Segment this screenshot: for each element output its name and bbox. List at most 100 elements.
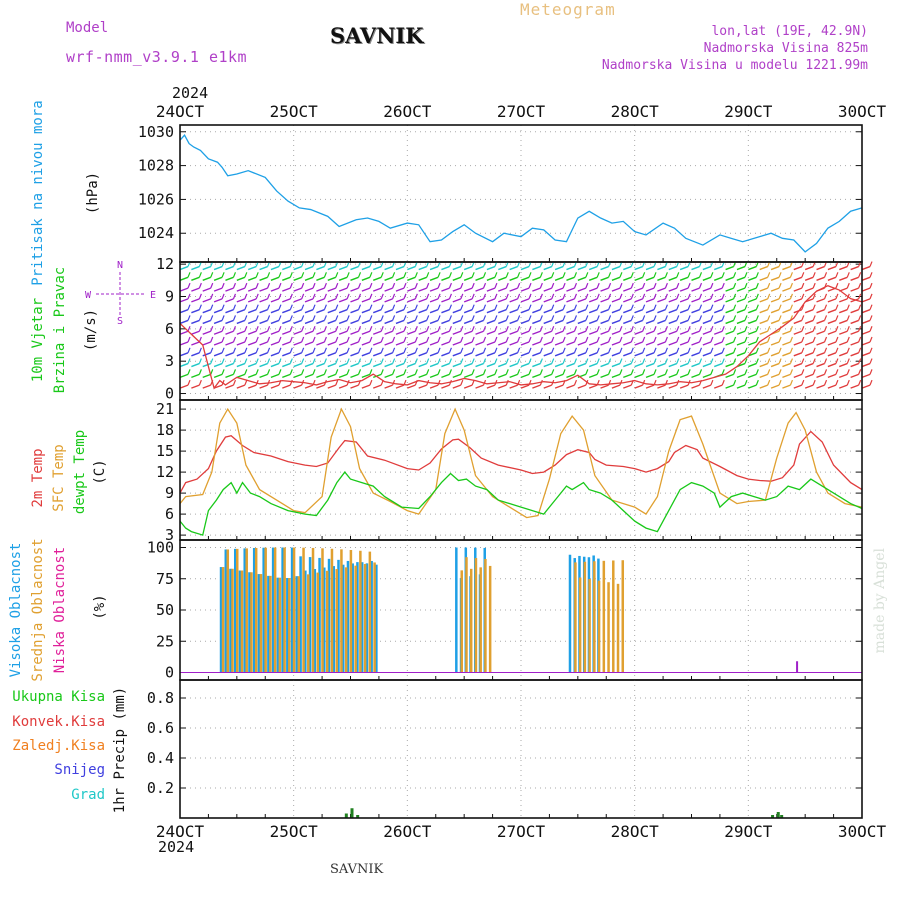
wind-barb	[244, 304, 248, 310]
wind-barb	[270, 319, 280, 325]
wind-barb	[687, 358, 691, 364]
cloud-bar	[219, 567, 223, 673]
precip-bar	[776, 812, 780, 818]
wind-barb	[520, 319, 530, 325]
wind-barb	[179, 373, 189, 379]
wind-barb	[482, 315, 487, 321]
wind-barb	[452, 319, 462, 325]
wind-barb	[350, 373, 359, 379]
wind-barb	[384, 373, 393, 379]
wind-barb	[441, 330, 450, 335]
wind-barb	[839, 276, 848, 281]
wind-barb	[357, 369, 362, 375]
wind-barb	[498, 341, 507, 346]
wind-barb	[687, 347, 691, 354]
wind-barb	[816, 298, 825, 303]
wind-barb	[588, 341, 598, 346]
wind-barb	[282, 309, 291, 314]
wind-barb	[634, 384, 643, 389]
wind-barb	[505, 347, 509, 354]
wind-barb	[471, 282, 475, 289]
wind-barb	[403, 282, 407, 289]
y-tick-label: 0.8	[147, 689, 174, 707]
wind-barb	[335, 282, 339, 289]
wind-barb	[304, 341, 314, 346]
wind-barb	[687, 304, 691, 310]
wind-barb	[407, 319, 416, 325]
cloud-bar	[290, 547, 294, 673]
wind-barb	[460, 304, 464, 310]
wind-barb	[725, 309, 734, 314]
wind-barb	[543, 362, 552, 368]
cloud-label-low: Niska Oblacnost	[52, 547, 68, 673]
wind-barb	[619, 272, 623, 278]
wind-barb	[323, 336, 327, 343]
wind-barb	[346, 282, 350, 289]
wind-barb	[346, 347, 350, 354]
wind-barb	[634, 276, 643, 281]
wind-barb	[691, 265, 700, 271]
wind-barb	[543, 298, 552, 303]
x-tick-label-top: 30OCT	[838, 102, 887, 121]
wind-barb	[505, 379, 509, 386]
wind-barb	[585, 304, 589, 310]
wind-barb	[418, 319, 427, 325]
wind-barb	[403, 272, 407, 278]
wind-barb	[608, 358, 612, 364]
wind-barb	[429, 352, 439, 357]
wind-barb	[270, 298, 280, 303]
wind-barb	[361, 362, 371, 368]
wind-barb	[395, 298, 405, 303]
wind-barb	[608, 347, 612, 354]
wind-barb	[407, 384, 416, 389]
wind-barb	[539, 326, 543, 332]
wind-barb	[532, 330, 541, 335]
wind-barb	[702, 330, 712, 335]
wind-barb	[528, 326, 532, 332]
wind-barb	[858, 358, 862, 364]
wind-barb	[713, 265, 723, 271]
wind-barb	[517, 369, 521, 375]
wind-barb	[566, 298, 575, 303]
wind-barb	[221, 336, 225, 343]
wind-barb	[744, 347, 748, 354]
wind-barb	[301, 293, 305, 300]
wind-barb	[600, 341, 609, 346]
wind-barb	[202, 265, 211, 271]
wind-barb	[623, 287, 632, 292]
wind-barb	[562, 315, 566, 321]
wind-barb	[733, 272, 737, 278]
wind-barb	[554, 287, 564, 292]
wind-barb	[494, 293, 498, 300]
wind-barb	[801, 272, 805, 278]
wind-barb	[327, 265, 337, 271]
wind-barb	[236, 362, 246, 368]
lonlat-label: lon,lat (19E, 42.9N)	[711, 24, 868, 39]
wind-barb	[664, 358, 668, 364]
wind-barb	[759, 287, 768, 292]
wind-barb	[759, 319, 768, 325]
wind-barb	[259, 362, 268, 368]
wind-barb	[278, 272, 282, 278]
wind-barb	[255, 326, 259, 332]
wind-barb	[486, 362, 496, 368]
wind-barb	[835, 272, 839, 278]
year-top: 2024	[172, 84, 209, 102]
wind-barb	[600, 362, 609, 368]
wind-barb	[543, 330, 552, 335]
wind-barb	[702, 341, 712, 346]
wind-barb	[801, 358, 805, 364]
wind-barb	[585, 347, 589, 354]
wind-barb	[395, 352, 405, 357]
cloud-bar	[568, 554, 572, 673]
wind-barb	[664, 272, 668, 278]
cloud-bar	[616, 583, 620, 673]
wind-barb	[846, 336, 850, 343]
wind-barb	[755, 358, 759, 364]
wind-barb	[357, 326, 362, 332]
wind-barb	[623, 373, 632, 379]
wind-barb	[543, 309, 552, 314]
wind-barb	[755, 369, 759, 375]
precip-legend-label: Grad	[71, 787, 105, 803]
wind-barb	[289, 347, 293, 354]
